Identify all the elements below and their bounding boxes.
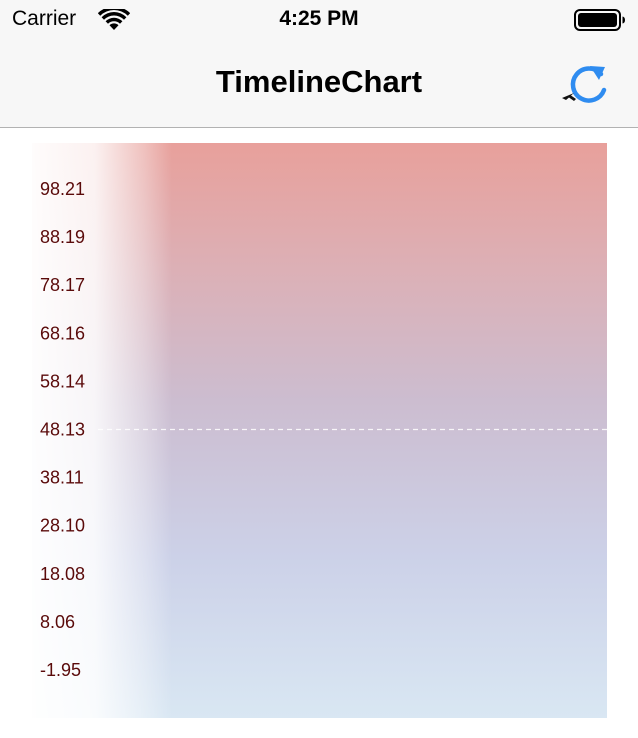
y-tick-label: 58.14: [40, 371, 85, 391]
y-tick-label: 68.16: [40, 323, 85, 343]
wifi-icon: [98, 9, 130, 30]
chart-edge-fade: [32, 143, 172, 718]
y-tick-label: 98.21: [40, 179, 85, 199]
timeline-chart[interactable]: 98.21 88.19 78.17 68.16 58.14 48.13 38.11 28.10…: [32, 143, 607, 718]
y-tick-label: -1.95: [40, 660, 81, 680]
y-tick-label: 18.08: [40, 564, 85, 584]
y-tick-label: 8.06: [40, 612, 75, 632]
nav-title: TimelineChart: [215, 64, 423, 99]
battery-icon: [574, 9, 625, 31]
refresh-button[interactable]: [560, 58, 612, 110]
chart-canvas: 98.21 88.19 78.17 68.16 58.14 48.13 38.11 28.10…: [40, 179, 607, 680]
carrier-label: Carrier: [12, 7, 77, 30]
y-tick-label: 88.19: [40, 227, 85, 247]
y-tick-label: 38.11: [40, 468, 84, 488]
y-tick-label: 78.17: [40, 275, 85, 295]
y-tick-label: 48.13: [40, 420, 85, 440]
refresh-icon: [562, 66, 607, 103]
navigation-bar: TimelineChart: [0, 40, 638, 128]
clock-time: 4:25 PM: [279, 7, 359, 30]
status-bar: Carrier 4:25 PM: [0, 0, 638, 40]
y-tick-label: 28.10: [40, 516, 85, 536]
